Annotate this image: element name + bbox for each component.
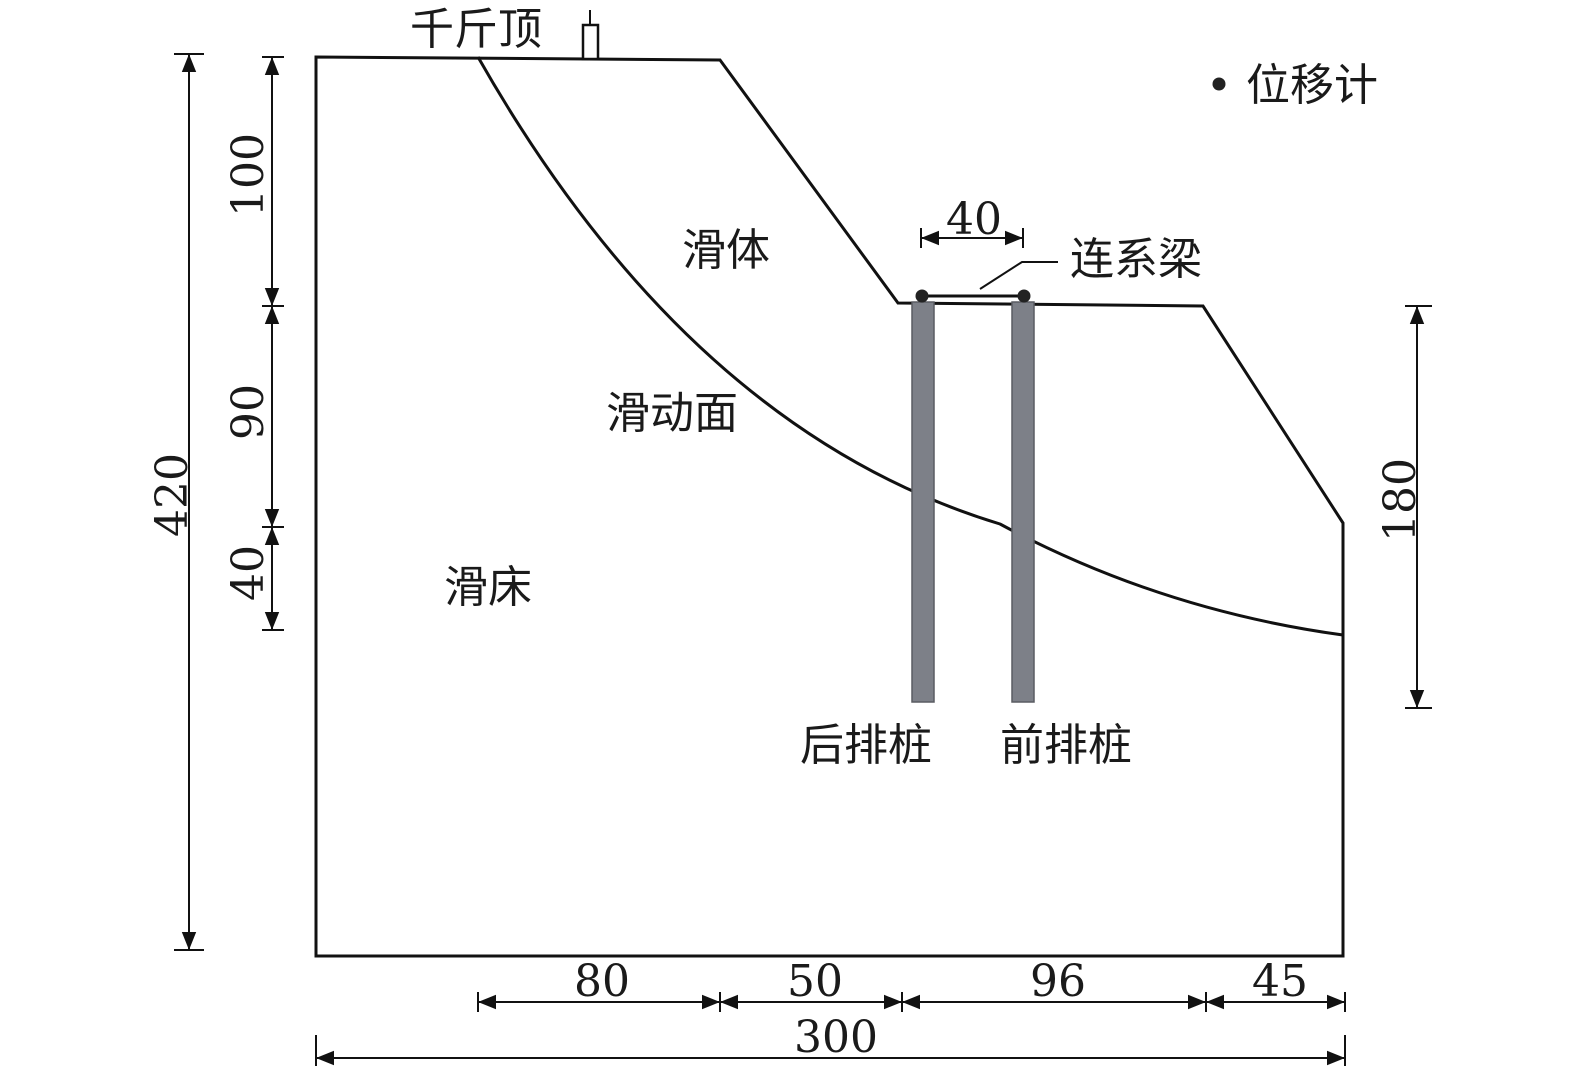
dim-middle-height-label: 90 [223, 384, 274, 440]
sliding-body-label: 滑体 [682, 225, 770, 276]
dim-seg-3-label: 96 [1030, 956, 1086, 1007]
rear-pile-label: 后排桩 [800, 720, 932, 771]
dim-pile-spacing-label: 40 [946, 194, 1002, 245]
sliding-surface-label: 滑动面 [606, 388, 738, 439]
legend-displacement-meter: 位移计 [1246, 60, 1378, 111]
dim-total-width-label: 300 [794, 1012, 878, 1063]
dim-right-height-label: 180 [1375, 458, 1426, 542]
dim-seg-2-label: 50 [787, 956, 843, 1007]
dim-seg-1-label: 80 [574, 956, 630, 1007]
front-pile-label: 前排桩 [1000, 720, 1132, 771]
sliding-surface-curve [476, 56, 1344, 637]
jack-icon [581, 23, 600, 61]
displacement-meter-front [1017, 289, 1031, 303]
dim-upper-height-label: 100 [223, 133, 274, 217]
sliding-bed-label: 滑床 [444, 562, 532, 613]
jack-label: 千斤顶 [410, 4, 542, 55]
front-pile [1011, 301, 1035, 703]
slope-outline [314, 55, 1345, 958]
dim-lower-height-label: 40 [223, 545, 274, 601]
dim-seg-4-label: 45 [1252, 956, 1308, 1007]
tie-beam-label: 连系梁 [1070, 234, 1202, 285]
displacement-meter-rear [915, 289, 929, 303]
rear-pile [911, 301, 935, 703]
displacement-meter-legend-icon [1212, 77, 1226, 91]
tie-beam-leader [979, 261, 1058, 290]
dim-total-height-label: 420 [147, 453, 198, 537]
